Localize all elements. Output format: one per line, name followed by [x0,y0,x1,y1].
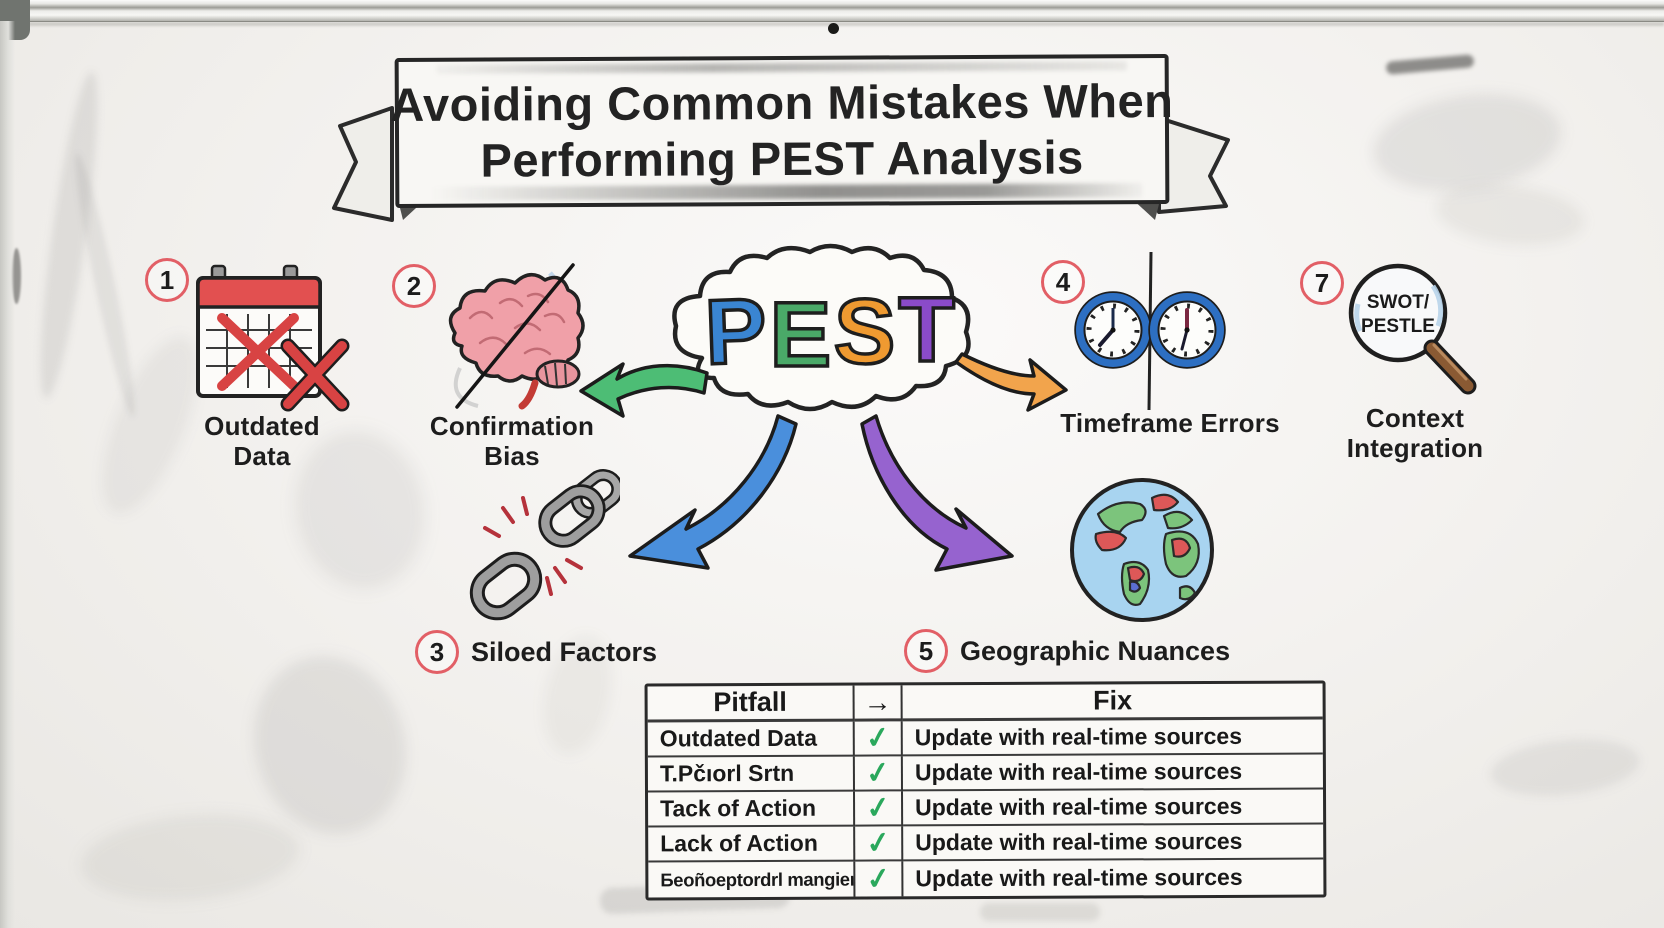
badge-5: 5 [904,629,948,673]
fix-text: Update with real-time sources [915,863,1243,892]
table-cell-check: ✓ [855,861,904,897]
badge-2: 2 [392,264,436,308]
table-cell-check: ✓ [855,826,904,862]
label-siloed-factors: Siloed Factors [471,636,658,667]
lens-text-line1: SWOT/ [1367,292,1430,313]
lens-text-line2: PESTLE [1361,316,1435,337]
pitfall-text: Бeoñoeptordrl mangien [660,868,856,890]
badge-7: 7 [1300,261,1344,305]
table-header-fix: Fix [902,683,1323,722]
table-cell-fix: Update with real-time sources [903,789,1324,827]
smudge [67,150,143,420]
blue-arrow-icon [628,414,798,570]
header-text: Fix [1093,685,1133,716]
smudge [1366,82,1568,203]
label-outdated-data: Outdated Data [204,411,320,471]
table-cell-fix: Update with real-time sources [902,719,1323,757]
globe-icon [1070,478,1214,622]
check-icon: ✓ [863,756,893,792]
table-header-pitfall: Pitfall [647,685,855,723]
smudge [29,69,109,401]
dual-clocks-icon [1074,251,1226,411]
label-row-geographic-nuances: 5 Geographic Nuances [904,629,1230,673]
label-confirmation-bias: Confirmation Bias [429,411,595,471]
title-banner: Avoiding Common Mistakes When Performing… [390,53,1174,209]
fix-text: Update with real-time sources [915,792,1243,821]
table-cell-pitfall: T.Pčıorl Srtn [647,756,856,793]
whiteboard-top-rail [0,0,1664,22]
pitfall-text: T.Pčıorl Srtn [659,759,795,787]
magnet-dot [828,23,839,34]
page-title-line1: Avoiding Common Mistakes When [390,73,1174,132]
pest-cloud [672,243,971,412]
pitfall-text: Lack of Action [660,829,818,857]
magnifier-icon: SWOT/ PESTLE [1348,263,1477,395]
whiteboard-left-edge [0,21,15,928]
orange-arrow-icon [954,352,1068,412]
brain-slash-icon [448,263,585,410]
calendar-crossed-icon [196,264,350,412]
badge-1: 1 [145,258,189,302]
broken-chain-icon [469,469,620,621]
table-cell-fix: Update with real-time sources [902,754,1323,792]
table-cell-fix: Update with real-time sources [903,860,1323,897]
badge-number: 1 [159,264,175,295]
badge-number: 7 [1314,267,1330,298]
page-title-line2: Performing PEST Analysis [480,130,1084,187]
pitfall-text: Tack of Action [660,794,817,822]
fix-text: Update with real-time sources [915,827,1243,856]
table-header-arrow: → [854,685,903,722]
smudge [76,805,304,910]
smudge [1432,177,1588,253]
pest-letter: S [831,279,898,386]
ribbon-tail-left [332,106,394,222]
pest-letter: E [768,284,833,386]
table-cell-check: ✓ [855,791,904,827]
label-context-integration: Context Integration [1346,403,1484,463]
green-arrow-icon [579,362,709,418]
check-icon: ✓ [864,861,893,897]
pitfall-fix-table: Pitfall → Fix Outdated Data ✓ Update wit… [644,680,1327,901]
badge-number: 3 [429,636,445,667]
badge-3: 3 [415,630,459,674]
smudge [1487,732,1643,803]
pitfall-text: Outdated Data [659,724,818,752]
check-icon: ✓ [863,721,893,757]
table-cell-fix: Update with real-time sources [903,824,1324,862]
table-cell-pitfall: Бeoñoeptordrl mangien [648,861,856,898]
badge-4: 4 [1041,260,1085,304]
table-cell-check: ✓ [854,756,904,792]
arrow-icon: → [863,685,892,718]
fix-text: Update with real-time sources [914,722,1243,751]
badge-number: 4 [1055,266,1071,297]
check-icon: ✓ [863,791,893,827]
smudge [1385,54,1475,75]
label-timeframe-errors: Timeframe Errors [1060,408,1280,438]
badge-number: 2 [406,270,422,301]
check-icon: ✓ [863,826,893,862]
pest-letter: T [897,279,957,381]
purple-arrow-icon [860,414,1014,572]
table-cell-pitfall: Lack of Action [648,826,856,863]
smudge [980,903,1100,921]
table-cell-pitfall: Tack of Action [648,791,856,828]
badge-number: 5 [918,635,934,666]
table-cell-pitfall: Outdated Data [647,721,855,758]
pest-word: P E S T [700,276,960,388]
table-cell-check: ✓ [854,721,903,757]
label-geographic-nuances: Geographic Nuances [960,635,1231,666]
smudge [233,637,427,853]
label-row-siloed-factors: 3 Siloed Factors [415,630,657,674]
fix-text: Update with real-time sources [914,757,1243,786]
header-text: Pitfall [713,686,787,718]
